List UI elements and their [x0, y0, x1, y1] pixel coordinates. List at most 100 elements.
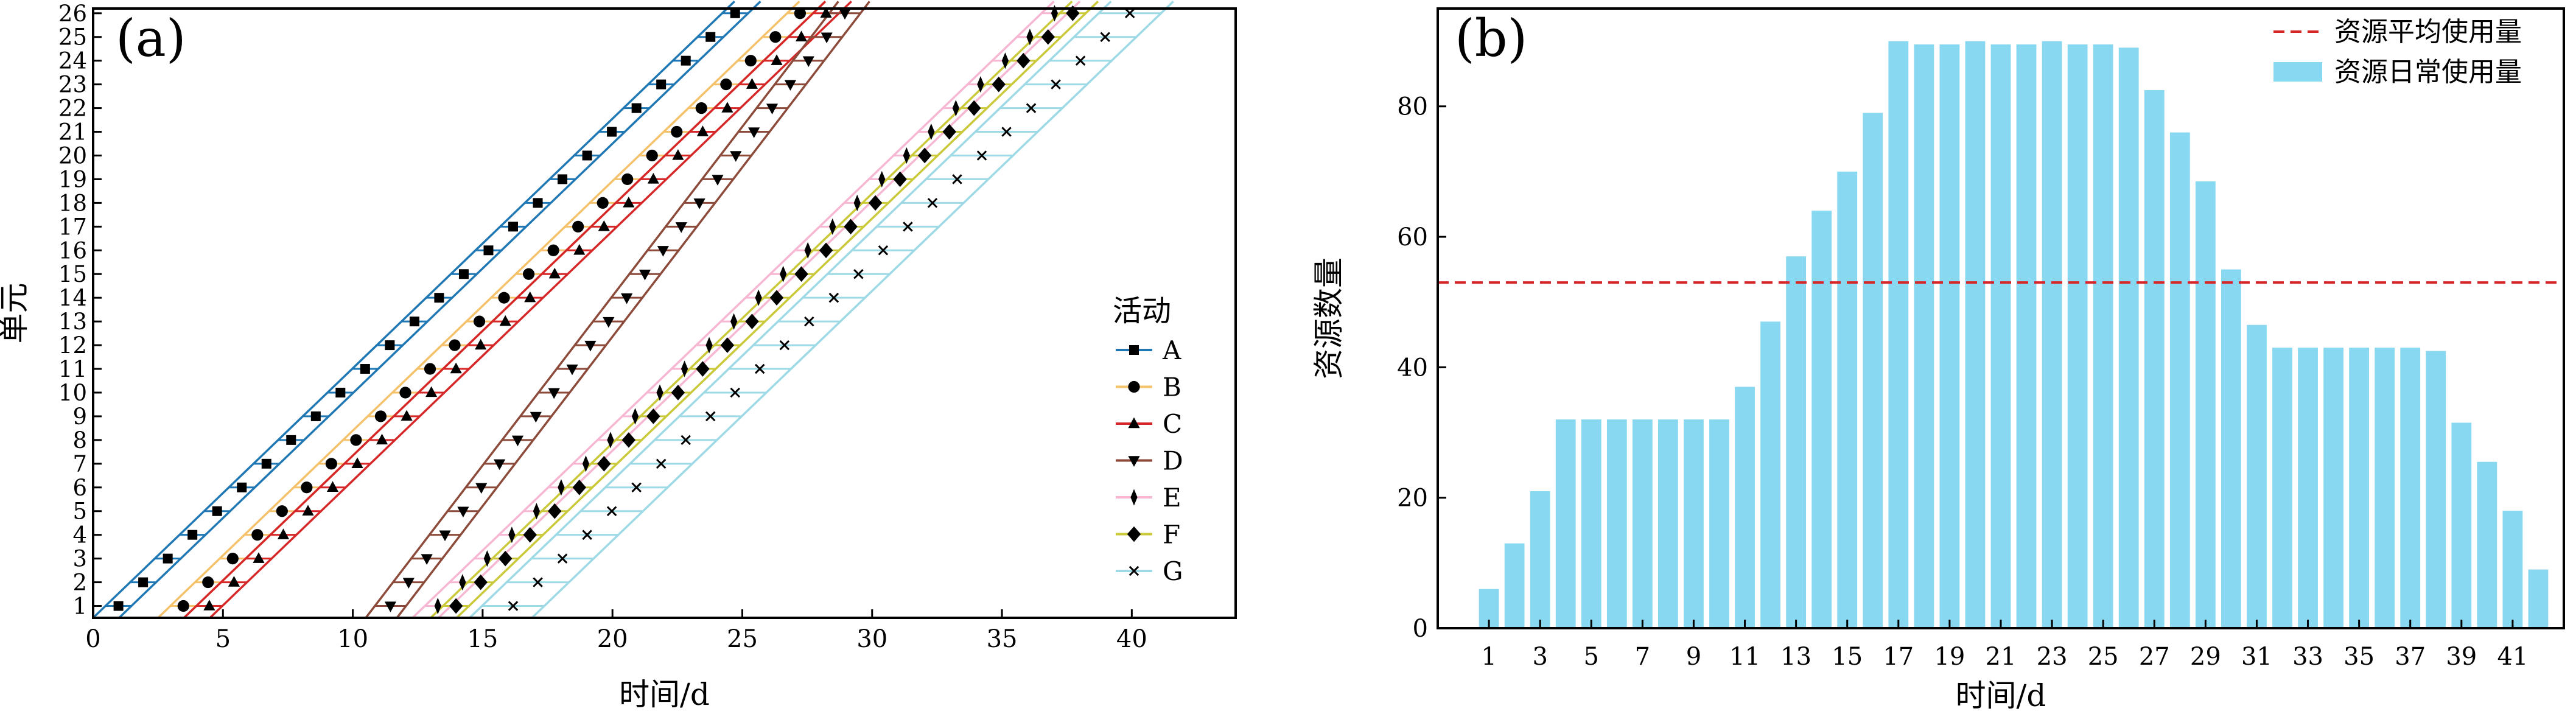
- a-C-end-edge: [604, 214, 631, 240]
- b-y-ticks: 0 20 40 60 80: [1397, 93, 1446, 643]
- a-A-marker: [607, 127, 617, 137]
- a-legend-marker: [1128, 417, 1140, 429]
- b-bar: [1811, 211, 1832, 629]
- b-x-tick-label: 7: [1635, 643, 1650, 671]
- a-A-marker: [582, 150, 592, 161]
- a-E-marker: [631, 408, 639, 425]
- a-y-tick-label: 7: [72, 451, 87, 477]
- a-F-marker: [745, 313, 759, 329]
- a-A-marker: [681, 55, 691, 66]
- a-x-tick-label: 35: [987, 625, 1018, 653]
- a-markers: [113, 5, 1135, 615]
- a-legend-label: C: [1163, 409, 1182, 439]
- b-bar: [2375, 348, 2395, 628]
- a-B-marker: [498, 292, 510, 304]
- b-bars: [1479, 41, 2549, 629]
- a-legend-marker: [1129, 345, 1139, 355]
- b-bar: [2067, 44, 2088, 629]
- a-y-tick-label: 24: [58, 48, 87, 74]
- a-series-B-markers: [177, 7, 806, 612]
- a-legend-item-D: D: [1116, 446, 1183, 476]
- a-legend-marker: [1128, 456, 1140, 467]
- a-F-marker: [548, 503, 562, 519]
- a-activity-lines: [92, 1, 1174, 619]
- a-series-G: [469, 1, 1174, 619]
- b-bar: [1837, 171, 1858, 628]
- b-bar: [2323, 348, 2343, 628]
- a-C-marker: [499, 315, 511, 326]
- a-C-marker: [795, 30, 808, 41]
- a-F-marker: [523, 527, 537, 543]
- a-D-marker: [639, 270, 651, 281]
- a-E-marker: [434, 597, 441, 615]
- a-x-tick-label: 15: [467, 625, 498, 653]
- b-x-tick-label: 19: [1934, 643, 1965, 671]
- b-x-tick-label: 39: [2446, 643, 2477, 671]
- a-y-tick-label: 15: [58, 261, 87, 287]
- a-y-tick-label: 13: [58, 309, 87, 335]
- a-x-tick-label: 40: [1116, 625, 1147, 653]
- a-y-ticks: 1234567891011121314151617181920212223242…: [58, 1, 102, 620]
- a-legend-title: 活动: [1113, 294, 1171, 328]
- a-C-marker: [524, 291, 536, 303]
- b-bar: [2477, 461, 2497, 628]
- a-D-marker: [548, 388, 560, 399]
- a-G-marker: [1075, 55, 1086, 66]
- a-x-axis-label: 时间/d: [619, 677, 710, 712]
- a-A-marker: [730, 8, 740, 18]
- a-G-marker: [705, 411, 716, 422]
- a-D-start-edge: [419, 522, 439, 548]
- a-G-marker: [508, 601, 519, 611]
- a-series-F: [430, 1, 1099, 619]
- b-bar: [2528, 569, 2549, 628]
- a-B-marker: [449, 339, 461, 351]
- b-x-tick-label: 29: [2190, 643, 2221, 671]
- a-D-marker: [839, 9, 851, 20]
- a-E-marker: [730, 313, 738, 330]
- a-F-marker: [671, 385, 685, 401]
- a-B-marker: [399, 387, 411, 399]
- a-B-marker: [276, 505, 288, 517]
- b-bar: [2349, 348, 2370, 628]
- b-bar: [1990, 44, 2011, 629]
- b-bar: [1735, 387, 1755, 628]
- b-bar: [2247, 324, 2267, 628]
- a-A-end-edge: [439, 285, 466, 310]
- b-bar: [1581, 419, 1601, 628]
- a-D-marker: [802, 56, 814, 68]
- a-y-tick-label: 18: [58, 190, 87, 216]
- a-G-marker: [1100, 32, 1110, 42]
- a-G-marker: [1026, 103, 1037, 113]
- a-C-marker: [277, 528, 290, 539]
- a-D-marker: [584, 340, 597, 352]
- b-bar: [1684, 419, 1704, 628]
- a-F-marker: [967, 100, 981, 116]
- b-y-tick-label: 40: [1397, 354, 1428, 382]
- a-A-marker: [385, 340, 395, 351]
- a-E-marker: [558, 479, 565, 496]
- panel-b-label: (b): [1455, 9, 1527, 68]
- b-x-tick-label: 9: [1686, 643, 1701, 671]
- b-y-axis-label: 资源数量: [1311, 257, 1346, 379]
- a-D-marker: [402, 578, 415, 589]
- a-F-marker: [572, 479, 586, 495]
- a-F-marker: [769, 290, 784, 306]
- a-A-marker: [187, 530, 198, 540]
- a-B-marker: [350, 434, 362, 446]
- a-A-marker: [631, 103, 642, 113]
- b-x-tick-label: 33: [2292, 643, 2323, 671]
- a-A-marker: [558, 174, 568, 184]
- b-bar: [1914, 44, 1934, 629]
- a-B-marker: [794, 7, 806, 19]
- a-F-marker: [474, 574, 488, 590]
- a-series-A-markers: [113, 8, 740, 611]
- b-bar: [2144, 89, 2165, 628]
- a-y-tick-label: 5: [72, 499, 87, 525]
- b-bar: [2298, 348, 2318, 628]
- a-E-marker: [928, 123, 935, 141]
- a-G-marker: [582, 530, 592, 540]
- a-legend-marker: [1129, 565, 1139, 576]
- a-series-B: [157, 1, 827, 619]
- a-C-marker: [401, 410, 413, 421]
